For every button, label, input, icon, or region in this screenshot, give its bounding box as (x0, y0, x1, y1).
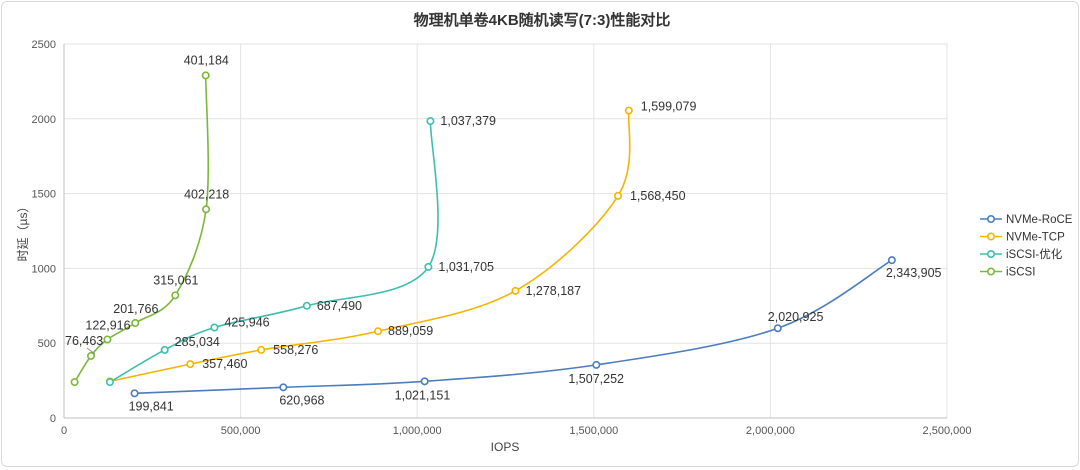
x-tick-label: 2,500,000 (923, 425, 972, 437)
data-label-nvme-roce: 620,968 (279, 393, 324, 407)
data-point-iscsi[interactable] (70, 378, 79, 387)
data-point-nvme-tcp[interactable] (374, 327, 383, 336)
x-tick-label: 1,500,000 (569, 425, 618, 437)
data-label-iscsi: 122,916 (85, 318, 130, 332)
data-point-iscsi[interactable] (302, 301, 311, 310)
label-leader-line (86, 347, 96, 355)
y-axis-title: 时延（µs） (16, 201, 30, 262)
data-label-nvme-tcp: 558,276 (273, 343, 318, 357)
data-label-iscsi: 425,946 (224, 315, 269, 329)
data-label-nvme-tcp: 1,568,450 (630, 189, 686, 203)
x-tick-label: 2,000,000 (746, 425, 795, 437)
data-label-nvme-tcp: 357,460 (202, 357, 247, 371)
legend-label: iSCSI (1006, 267, 1035, 279)
legend-item-nvme-tcp[interactable]: NVMe-TCP (980, 232, 1065, 244)
data-point-iscsi[interactable] (131, 319, 140, 328)
data-label-iscsi: 1,037,379 (440, 114, 496, 128)
data-point-iscsi[interactable] (201, 71, 210, 80)
data-label-nvme-tcp: 1,278,187 (525, 284, 581, 298)
data-label-nvme-roce: 1,507,252 (568, 372, 624, 386)
data-point-nvme-tcp[interactable] (613, 191, 622, 200)
x-tick-label: 500,000 (221, 425, 261, 437)
data-label-iscsi: 1,031,705 (438, 260, 494, 274)
axes (63, 44, 947, 419)
data-label-iscsi: 76,463 (65, 334, 103, 348)
legend-item-iscsi[interactable]: iSCSI (980, 267, 1035, 279)
legend-swatch-marker (986, 250, 995, 259)
legend-label: iSCSI-优化 (1006, 247, 1063, 261)
data-label-nvme-roce: 2,343,905 (886, 266, 942, 280)
data-label-iscsi: 285,034 (175, 335, 220, 349)
data-label-iscsi: 315,061 (153, 273, 198, 287)
x-tick-label: 1,000,000 (393, 425, 442, 437)
y-tick-label: 2500 (32, 39, 56, 51)
legend-label: NVMe-TCP (1006, 232, 1065, 244)
data-point-nvme-roce[interactable] (592, 360, 601, 369)
data-point-iscsi[interactable] (202, 205, 211, 214)
data-point-nvme-tcp[interactable] (511, 286, 520, 295)
data-label-nvme-roce: 199,841 (129, 399, 174, 413)
data-label-iscsi: 687,490 (317, 299, 362, 313)
tick-labels: 0 500 1000 1500 2000 2500 0 500,000 1,000,000 1,5… (32, 39, 972, 437)
data-label-nvme-tcp: 1,599,079 (641, 100, 697, 114)
legend-label: NVMe-RoCE (1006, 214, 1073, 226)
x-tick-label: 0 (61, 425, 67, 437)
y-tick-label: 1500 (32, 189, 56, 201)
data-point-nvme-tcp[interactable] (624, 106, 633, 115)
data-point-nvme-roce[interactable] (130, 389, 139, 398)
legend-item-nvme-roce[interactable]: NVMe-RoCE (980, 214, 1073, 226)
data-point-iscsi[interactable] (171, 291, 180, 300)
x-axis-title: IOPS (491, 440, 520, 454)
legend-item-iscsi[interactable]: iSCSI-优化 (980, 247, 1063, 261)
data-point-nvme-roce[interactable] (279, 383, 288, 392)
data-point-iscsi[interactable] (103, 335, 112, 344)
legend-swatch-marker (986, 215, 995, 224)
data-point-nvme-tcp[interactable] (257, 345, 266, 354)
data-label-nvme-tcp: 889,059 (388, 324, 433, 338)
y-tick-label: 2000 (32, 114, 56, 126)
legend[interactable]: NVMe-RoCE NVMe-TCP iSCSI-优化 iSCSI (980, 214, 1073, 279)
data-point-iscsi[interactable] (87, 351, 96, 360)
legend-swatch-marker (986, 267, 995, 276)
data-point-iscsi[interactable] (105, 378, 114, 387)
data-point-iscsi[interactable] (210, 323, 219, 332)
data-point-iscsi[interactable] (426, 117, 435, 126)
data-label-iscsi: 402,218 (184, 187, 229, 201)
grid-lines (64, 43, 948, 418)
legend-swatch-marker (986, 232, 995, 241)
data-point-nvme-roce[interactable] (420, 377, 429, 386)
data-point-nvme-roce[interactable] (887, 256, 896, 265)
data-label-nvme-roce: 2,020,925 (768, 310, 824, 324)
data-points (70, 71, 896, 398)
data-label-iscsi: 401,184 (184, 53, 229, 67)
series-line-nvme-roce (134, 259, 893, 395)
data-point-nvme-roce[interactable] (773, 324, 782, 333)
chart-title: 物理机单卷4KB随机读写(7:3)性能对比 (414, 11, 671, 29)
data-point-iscsi[interactable] (160, 345, 169, 354)
y-tick-label: 500 (38, 338, 56, 350)
y-tick-label: 1000 (32, 263, 56, 275)
data-point-nvme-tcp[interactable] (186, 360, 195, 369)
data-point-iscsi[interactable] (424, 262, 433, 271)
data-labels: 199,841 620,968 1,021,151 1,507,252 2,020,92… (65, 53, 942, 413)
y-tick-label: 0 (50, 413, 56, 425)
data-label-iscsi: 201,766 (113, 302, 158, 316)
data-label-nvme-roce: 1,021,151 (395, 388, 451, 402)
